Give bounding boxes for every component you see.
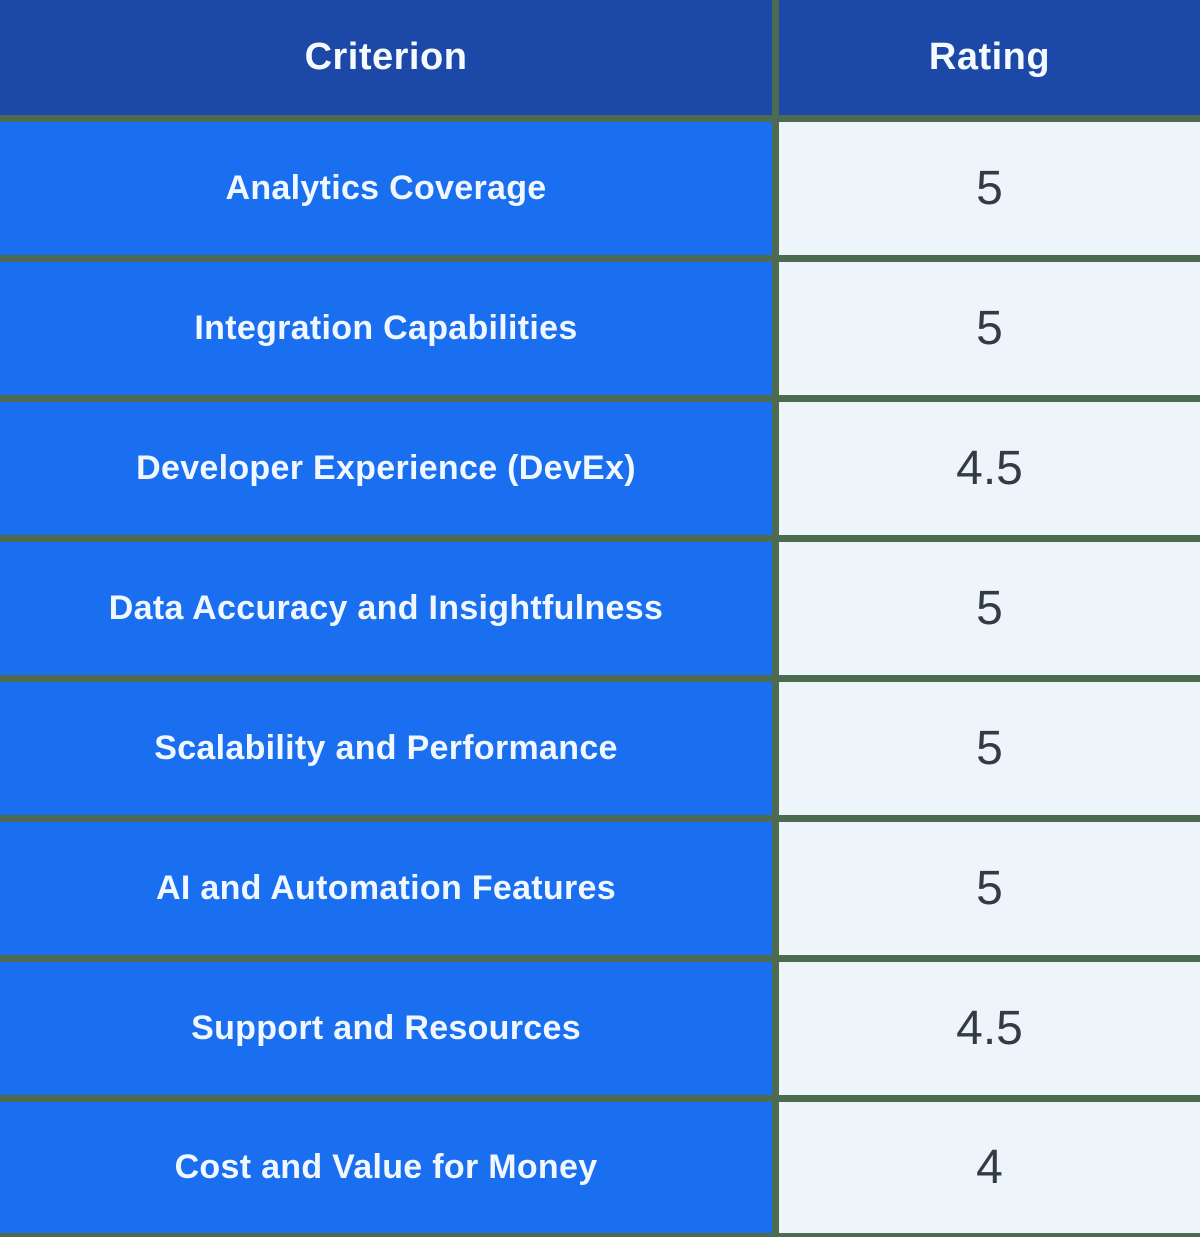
criterion-cell: Developer Experience (DevEx) [0, 402, 772, 535]
column-header-rating: Rating [779, 0, 1200, 115]
criterion-cell: AI and Automation Features [0, 822, 772, 955]
criterion-cell: Integration Capabilities [0, 262, 772, 395]
rating-cell: 5 [779, 262, 1200, 395]
rating-cell: 5 [779, 122, 1200, 255]
criterion-cell: Cost and Value for Money [0, 1102, 772, 1233]
criterion-cell: Scalability and Performance [0, 682, 772, 815]
rating-cell: 5 [779, 682, 1200, 815]
rating-cell: 4.5 [779, 402, 1200, 535]
rating-cell: 4.5 [779, 962, 1200, 1095]
rating-cell: 5 [779, 822, 1200, 955]
rating-cell: 5 [779, 542, 1200, 675]
criterion-cell: Support and Resources [0, 962, 772, 1095]
criterion-cell: Data Accuracy and Insightfulness [0, 542, 772, 675]
column-header-criterion: Criterion [0, 0, 772, 115]
rating-cell: 4 [779, 1102, 1200, 1233]
criterion-cell: Analytics Coverage [0, 122, 772, 255]
